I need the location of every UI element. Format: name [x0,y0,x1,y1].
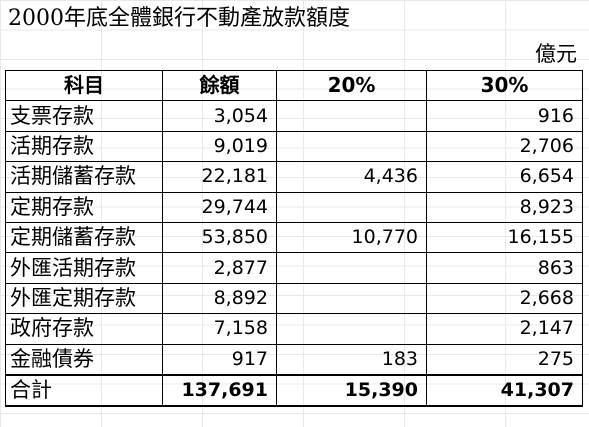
header-30-percent[interactable]: 30% [426,69,583,102]
unit-label[interactable]: 億元 [535,42,577,66]
p20-cell[interactable] [276,130,427,163]
item-cell[interactable]: 支票存款 [5,100,163,132]
table-row: 金融債券 917 183 275 [5,343,583,376]
balance-cell[interactable]: 53,850 [162,221,277,254]
balance-cell[interactable]: 9,019 [162,130,277,163]
p30-cell[interactable]: 275 [426,343,583,376]
item-cell[interactable]: 定期儲蓄存款 [5,221,163,254]
table-row: 外匯活期存款 2,877 863 [5,252,583,284]
p30-cell[interactable]: 2,706 [426,130,583,163]
total-label-cell[interactable]: 合計 [5,373,163,408]
item-cell[interactable]: 活期儲蓄存款 [5,161,163,193]
balance-cell[interactable]: 3,054 [162,100,277,132]
header-row: 科目 餘額 20% 30% [5,69,583,102]
item-cell[interactable]: 外匯定期存款 [5,282,163,315]
header-balance[interactable]: 餘額 [162,69,277,102]
table-row: 外匯定期存款 8,892 2,668 [5,282,583,315]
item-cell[interactable]: 定期存款 [5,191,163,223]
total-row: 合計 137,691 15,390 41,307 [5,373,583,408]
balance-cell[interactable]: 8,892 [162,282,277,315]
table-row: 活期儲蓄存款 22,181 4,436 6,654 [5,161,583,193]
table-row: 政府存款 7,158 2,147 [5,313,583,345]
p20-cell[interactable]: 10,770 [276,221,427,254]
header-20-percent[interactable]: 20% [276,69,427,102]
total-balance-cell[interactable]: 137,691 [162,373,277,408]
balance-cell[interactable]: 2,877 [162,252,277,284]
total-p30-cell[interactable]: 41,307 [426,373,583,408]
item-cell[interactable]: 金融債券 [5,343,163,376]
p30-cell[interactable]: 8,923 [426,191,583,223]
p20-cell[interactable] [276,100,427,132]
p20-cell[interactable]: 183 [276,343,427,376]
balance-cell[interactable]: 7,158 [162,313,277,345]
item-cell[interactable]: 外匯活期存款 [5,252,163,284]
p30-cell[interactable]: 2,147 [426,313,583,345]
loan-table: 科目 餘額 20% 30% 支票存款 3,054 916 活期存款 9,019 … [5,69,583,408]
header-item[interactable]: 科目 [5,69,163,102]
table-row: 定期存款 29,744 8,923 [5,191,583,223]
p20-cell[interactable]: 4,436 [276,161,427,193]
p20-cell[interactable] [276,282,427,315]
item-cell[interactable]: 政府存款 [5,313,163,345]
p20-cell[interactable] [276,191,427,223]
p30-cell[interactable]: 916 [426,100,583,132]
balance-cell[interactable]: 917 [162,343,277,376]
p30-cell[interactable]: 6,654 [426,161,583,193]
table-row: 活期存款 9,019 2,706 [5,130,583,163]
balance-cell[interactable]: 29,744 [162,191,277,223]
total-p20-cell[interactable]: 15,390 [276,373,427,408]
p30-cell[interactable]: 863 [426,252,583,284]
p20-cell[interactable] [276,252,427,284]
table-row: 支票存款 3,054 916 [5,100,583,132]
p20-cell[interactable] [276,313,427,345]
balance-cell[interactable]: 22,181 [162,161,277,193]
p30-cell[interactable]: 2,668 [426,282,583,315]
table-row: 定期儲蓄存款 53,850 10,770 16,155 [5,221,583,254]
item-cell[interactable]: 活期存款 [5,130,163,163]
sheet-title[interactable]: 2000年底全體銀行不動產放款額度 [8,6,350,31]
p30-cell[interactable]: 16,155 [426,221,583,254]
